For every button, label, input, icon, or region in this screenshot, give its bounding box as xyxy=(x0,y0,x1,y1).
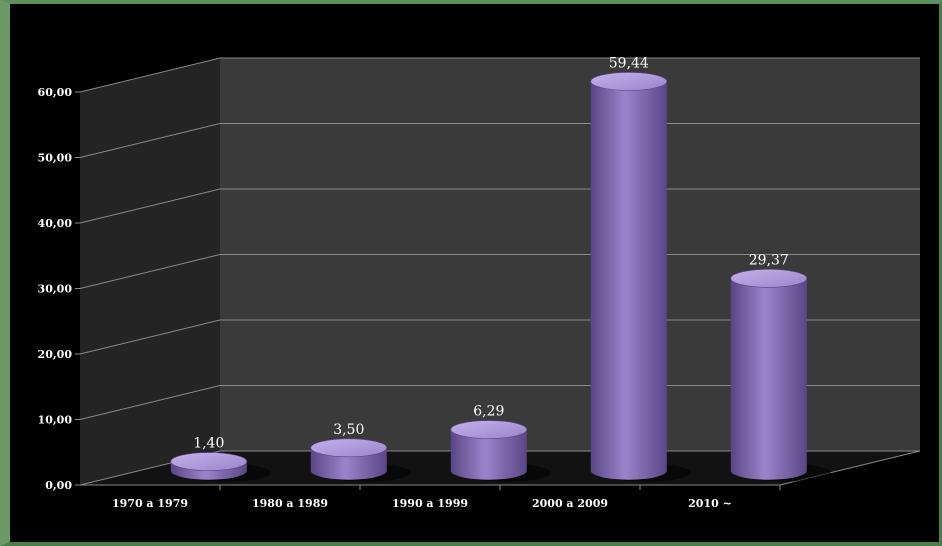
bar xyxy=(730,269,831,482)
bar xyxy=(310,438,411,482)
y-tick-label: 0,00 xyxy=(45,479,72,492)
bar-top xyxy=(590,72,668,91)
bar-top xyxy=(170,452,248,471)
bar-body xyxy=(730,278,807,480)
bar-top xyxy=(730,269,808,288)
gridlines xyxy=(75,57,921,490)
y-tick-label: 20,00 xyxy=(38,348,73,361)
bars xyxy=(170,72,831,482)
gridline xyxy=(79,319,920,355)
y-axis-tick-labels: 0,00 10,00 20,00 30,00 40,00 50,00 60,00 xyxy=(38,86,73,492)
gridline xyxy=(79,188,920,224)
x-category-label: 1990 a 1999 xyxy=(392,497,468,510)
data-label: 3,50 xyxy=(333,422,364,438)
gridline xyxy=(79,385,920,420)
x-category-label: 1980 a 1989 xyxy=(252,497,328,510)
x-category-label: 1970 a 1979 xyxy=(112,497,188,510)
y-tick-label: 50,00 xyxy=(38,152,73,165)
x-axis-category-labels: 1970 a 1979 1980 a 1989 1990 a 1999 2000 a … xyxy=(112,497,732,510)
bar-body xyxy=(590,81,667,480)
bar xyxy=(170,452,271,482)
y-tick-label: 30,00 xyxy=(38,283,73,296)
bar xyxy=(450,420,551,482)
data-label: 29,37 xyxy=(749,252,789,268)
data-label: 59,44 xyxy=(609,55,649,71)
y-tick-label: 10,00 xyxy=(38,414,73,427)
gridline xyxy=(79,57,920,93)
gridline xyxy=(79,254,920,289)
y-tick-label: 40,00 xyxy=(38,217,73,230)
gridline xyxy=(79,123,920,158)
x-category-label: 2000 a 2009 xyxy=(532,497,608,510)
bar xyxy=(590,72,691,482)
bar-top xyxy=(450,420,528,439)
bar-body xyxy=(450,429,527,480)
bar-top xyxy=(310,438,388,458)
data-label: 1,40 xyxy=(193,436,224,452)
x-category-label: 2010 ~ xyxy=(688,497,732,510)
gridline xyxy=(79,450,920,486)
y-tick-label: 60,00 xyxy=(38,86,73,99)
data-labels: 1,40 3,50 6,29 59,44 29,37 xyxy=(193,55,789,451)
data-label: 6,29 xyxy=(473,404,504,420)
